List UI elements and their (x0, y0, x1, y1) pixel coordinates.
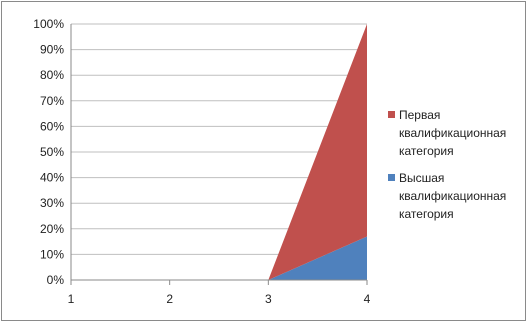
legend-label: категория (399, 144, 454, 158)
x-tick-label: 1 (68, 292, 75, 306)
x-tick-label: 3 (265, 292, 272, 306)
legend-swatch (388, 174, 395, 181)
legend-label: квалификационная (399, 189, 506, 203)
plot-areas (71, 24, 367, 280)
y-tick-label: 50% (40, 145, 64, 159)
y-tick-label: 100% (33, 17, 64, 31)
y-tick-label: 20% (40, 222, 64, 236)
area-series (71, 236, 367, 280)
legend-label: Первая (399, 108, 440, 122)
legend: Первая квалификационная категория Высшая ква… (388, 108, 506, 221)
y-tick-label: 90% (40, 43, 64, 57)
gridlines (71, 23, 367, 255)
legend-label: Высшая (399, 171, 444, 185)
y-tick-label: 70% (40, 94, 64, 108)
x-tick-label: 2 (166, 292, 173, 306)
y-tick-label: 80% (40, 68, 64, 82)
legend-label: категория (399, 207, 454, 221)
legend-swatch (388, 111, 395, 118)
y-tick-label: 10% (40, 247, 64, 261)
y-tick-label: 60% (40, 119, 64, 133)
x-tick-label: 4 (364, 292, 371, 306)
axes: 0% 10% 20% 30% 40% 50% 60% 70% 80% 90% 100% 1 2 3 4 (33, 17, 370, 306)
legend-label: квалификационная (399, 126, 506, 140)
y-tick-label: 40% (40, 171, 64, 185)
y-tick-label: 0% (47, 273, 65, 287)
y-tick-label: 30% (40, 196, 64, 210)
